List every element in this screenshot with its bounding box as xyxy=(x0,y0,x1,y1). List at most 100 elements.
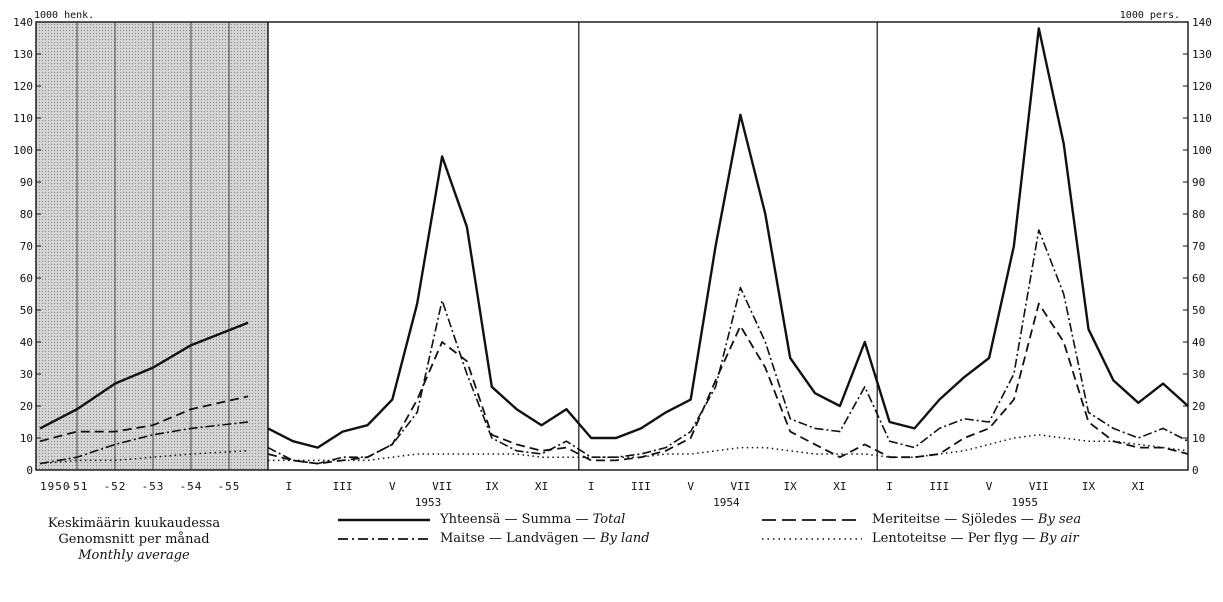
month-label: III xyxy=(333,480,353,493)
legend-item-air: Lentoteitse — Per flyg — By air xyxy=(762,531,1079,546)
legend-land-sep2: — xyxy=(582,531,596,546)
y-tick-label-right: 100 xyxy=(1192,144,1212,157)
month-label: V xyxy=(389,480,396,493)
y-tick-label-right: 0 xyxy=(1192,464,1199,477)
month-labels: I III V VII IX XI I III V VII IX XI I III V VII IX XI xyxy=(286,480,1145,493)
legend-total-sep1: — xyxy=(504,512,518,527)
legend-land-sv: Landvägen xyxy=(506,531,579,546)
y-axis-left: 0 10 20 30 40 50 60 70 80 90 100 110 120 130 140 xyxy=(13,16,41,477)
y-tick-label-left: 50 xyxy=(20,304,33,317)
legend-sea-sep2: — xyxy=(1020,512,1034,527)
y-tick-label-right: 70 xyxy=(1192,240,1205,253)
y-tick-label-left: 110 xyxy=(13,112,33,125)
legend-total-sep2: — xyxy=(575,512,589,527)
legend-item-total: Yhteensä — Summa — Total xyxy=(338,512,625,527)
average-x-label: -54 xyxy=(180,480,203,493)
legend-air-fi: Lentoteitse xyxy=(872,531,947,546)
monthly-line-total xyxy=(267,27,1189,449)
month-label: XI xyxy=(833,480,846,493)
y-tick-label-right: 40 xyxy=(1192,336,1205,349)
y-tick-label-left: 30 xyxy=(20,368,33,381)
y-tick-label-left: 40 xyxy=(20,336,33,349)
y-tick-label-left: 120 xyxy=(13,80,33,93)
month-label: IX xyxy=(784,480,798,493)
monthly-line-sea xyxy=(267,302,1189,465)
note-line-en: Monthly average xyxy=(78,548,190,563)
month-label: I xyxy=(286,480,293,493)
average-line-air xyxy=(39,450,249,465)
y-tick-label-right: 10 xyxy=(1192,432,1205,445)
month-label: IX xyxy=(1082,480,1096,493)
legend-swatch-air xyxy=(762,537,862,540)
y-tick-label-right: 120 xyxy=(1192,80,1212,93)
note-line-fi: Keskimäärin kuukaudessa xyxy=(47,516,221,531)
y-tick-label-right: 140 xyxy=(1192,16,1212,29)
legend-land-sep1: — xyxy=(488,531,502,546)
y-unit-right: 1000 pers. xyxy=(1120,10,1180,21)
month-label: V xyxy=(687,480,694,493)
legend-sea-sep1: — xyxy=(944,512,958,527)
legend-air-sv: Per flyg xyxy=(967,531,1019,546)
y-tick-label-left: 10 xyxy=(20,432,33,445)
legend-item-sea: Meriteitse — Sjöledes — By sea xyxy=(762,512,1081,527)
y-tick-label-right: 20 xyxy=(1192,400,1205,413)
month-label: XI xyxy=(535,480,548,493)
y-tick-label-right: 130 xyxy=(1192,48,1212,61)
average-line-sea xyxy=(39,395,249,443)
y-axis-right: 0 10 20 30 40 50 60 70 80 90 100 110 120 130 140 xyxy=(1183,16,1212,477)
legend-air-sep2: — xyxy=(1022,531,1036,546)
legend-total-fi: Yhteensä xyxy=(440,512,501,527)
average-series xyxy=(39,321,249,465)
y-tick-label-left: 70 xyxy=(20,240,33,253)
legend-total-sv: Summa xyxy=(521,512,572,527)
average-x-label: -53 xyxy=(142,480,165,493)
legend-swatch-total xyxy=(338,518,430,521)
average-panel-shading xyxy=(36,22,268,470)
legend-air-sep1: — xyxy=(950,531,964,546)
average-x-label: 1950 xyxy=(40,480,71,493)
month-label: III xyxy=(631,480,651,493)
note-line-sv: Genomsnitt per månad xyxy=(58,532,210,547)
average-x-label: -51 xyxy=(66,480,89,493)
legend-swatch-sea xyxy=(762,518,862,521)
y-tick-label-right: 90 xyxy=(1192,176,1205,189)
y-tick-label-right: 80 xyxy=(1192,208,1205,221)
y-tick-label-right: 30 xyxy=(1192,368,1205,381)
year-label: 1954 xyxy=(713,496,740,509)
y-tick-label-left: 20 xyxy=(20,400,33,413)
year-label: 1955 xyxy=(1012,496,1039,509)
panel-dividers xyxy=(76,22,878,470)
legend-sea-sv: Sjöledes xyxy=(961,512,1017,527)
month-label: VII xyxy=(432,480,452,493)
y-tick-label-left: 0 xyxy=(26,464,33,477)
monthly-line-air xyxy=(268,434,1189,462)
legend-land-fi: Maitse xyxy=(440,531,485,546)
y-tick-label-left: 130 xyxy=(13,48,33,61)
month-label: III xyxy=(929,480,949,493)
legend-sea-fi: Meriteitse xyxy=(872,512,941,527)
average-panel-note: Keskimäärin kuukaudessa Genomsnitt per m… xyxy=(14,516,254,564)
average-line-land xyxy=(39,421,249,465)
y-unit-left: 1000 henk. xyxy=(34,10,94,21)
y-tick-label-right: 60 xyxy=(1192,272,1205,285)
y-tick-label-left: 60 xyxy=(20,272,33,285)
legend-sea-en: By sea xyxy=(1037,512,1082,527)
year-label: 1953 xyxy=(415,496,442,509)
y-tick-label-left: 80 xyxy=(20,208,33,221)
average-x-label: -55 xyxy=(218,480,241,493)
y-tick-label-left: 140 xyxy=(13,16,33,29)
year-labels: 1953 1954 1955 xyxy=(415,496,1038,509)
y-tick-label-right: 50 xyxy=(1192,304,1205,317)
month-label: IX xyxy=(485,480,499,493)
month-label: I xyxy=(588,480,595,493)
y-tick-label-left: 100 xyxy=(13,144,33,157)
legend-land-en: By land xyxy=(599,531,650,546)
monthly-line-land xyxy=(267,229,1189,465)
average-x-label: -52 xyxy=(104,480,127,493)
y-tick-label-right: 110 xyxy=(1192,112,1212,125)
legend-swatch-land xyxy=(338,537,430,540)
y-tick-label-left: 90 xyxy=(20,176,33,189)
average-x-labels: 1950-51 -52 -53 -54 -55 xyxy=(40,480,241,493)
month-label: I xyxy=(886,480,893,493)
